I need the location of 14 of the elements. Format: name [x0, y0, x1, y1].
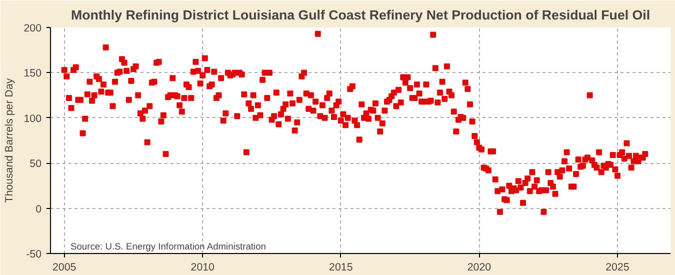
y-tick-label: 150 — [24, 68, 42, 80]
y-tick-label: 100 — [24, 112, 42, 125]
x-tick-label: 2020 — [467, 262, 492, 274]
y-axis-title: Thousand Barrels per Day — [4, 78, 16, 203]
chart-title: Monthly Refining District Louisiana Gulf Coast Refinery Net Production of Residual Fuel Oil — [70, 8, 650, 22]
annotation: Source: U.S. Energy Information Administration — [70, 242, 266, 252]
y-tick-label: 50 — [30, 158, 42, 170]
x-tick-label: 2005 — [52, 262, 76, 274]
y-tick-label: 200 — [24, 22, 42, 34]
y-tick-label: -50 — [26, 248, 42, 260]
y-tick-label: 0 — [36, 203, 42, 216]
x-tick-label: 2025 — [606, 262, 630, 274]
x-tick-label: 2010 — [190, 262, 215, 274]
x-tick-label: 2015 — [329, 262, 353, 274]
